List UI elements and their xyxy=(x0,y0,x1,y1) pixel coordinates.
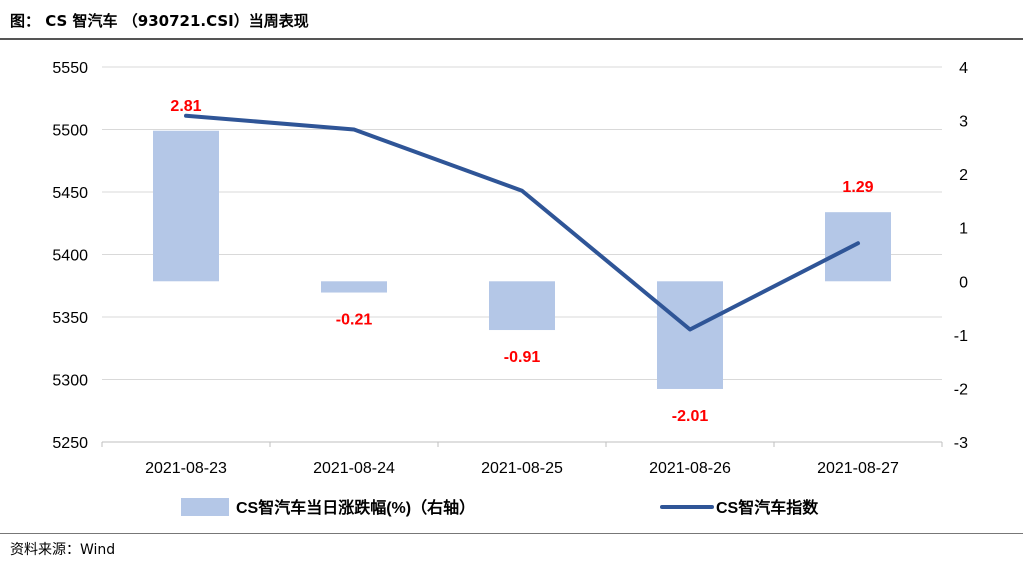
left-tick-label: 5300 xyxy=(52,373,88,390)
bar xyxy=(825,212,891,282)
x-tick-label: 2021-08-27 xyxy=(817,460,899,477)
source-note: 资料来源：Wind xyxy=(10,542,116,558)
left-tick-label: 5250 xyxy=(52,435,88,452)
right-tick-label: 4 xyxy=(959,60,968,77)
legend: CS智汽车当日涨跌幅(%)（右轴） CS智汽车指数 xyxy=(181,498,819,517)
x-tick-label: 2021-08-26 xyxy=(649,460,731,477)
right-tick-label: 0 xyxy=(959,274,968,291)
bar xyxy=(489,281,555,331)
line-series xyxy=(184,113,860,332)
bar-data-label: 1.29 xyxy=(842,179,873,196)
chart-svg: 2.81 -0.21 -0.91 -2.01 1.29 5550 5500 5450 5400… xyxy=(52,60,968,517)
legend-bar-swatch xyxy=(181,498,229,516)
bar-series xyxy=(153,130,891,389)
x-tick-label: 2021-08-24 xyxy=(313,460,395,477)
top-divider xyxy=(0,38,1023,40)
bar-data-label: -0.91 xyxy=(504,349,541,366)
right-tick-label: -1 xyxy=(954,328,968,345)
bar xyxy=(657,281,723,389)
chart-area: 2.81 -0.21 -0.91 -2.01 1.29 5550 5500 5450 5400… xyxy=(0,40,1023,532)
right-tick-label: -3 xyxy=(954,435,968,452)
right-tick-label: -2 xyxy=(954,381,968,398)
left-tick-label: 5400 xyxy=(52,248,88,265)
x-axis: 2021-08-23 2021-08-24 2021-08-25 2021-08-26… xyxy=(101,441,943,477)
right-tick-label: 1 xyxy=(959,221,968,238)
right-tick-label: 2 xyxy=(959,167,968,184)
left-tick-label: 5500 xyxy=(52,123,88,140)
bar-data-label: -2.01 xyxy=(672,408,709,425)
bar xyxy=(321,281,387,293)
legend-bar-label: CS智汽车当日涨跌幅(%)（右轴） xyxy=(236,498,475,517)
left-axis-ticks: 5550 5500 5450 5400 5350 5300 5250 xyxy=(52,60,88,452)
bar-data-label: -0.21 xyxy=(336,312,373,329)
x-tick-label: 2021-08-23 xyxy=(145,460,227,477)
bar xyxy=(153,130,219,282)
bottom-divider xyxy=(0,533,1023,534)
right-tick-label: 3 xyxy=(959,114,968,131)
grid-lines xyxy=(102,66,942,443)
left-tick-label: 5450 xyxy=(52,185,88,202)
left-tick-label: 5550 xyxy=(52,60,88,77)
bar-data-label: 2.81 xyxy=(170,98,201,115)
legend-line-label: CS智汽车指数 xyxy=(716,498,819,517)
left-tick-label: 5350 xyxy=(52,310,88,327)
x-tick-label: 2021-08-25 xyxy=(481,460,563,477)
bar-data-labels: 2.81 -0.21 -0.91 -2.01 1.29 xyxy=(170,98,873,425)
right-axis-ticks: 4 3 2 1 0 -1 -2 -3 xyxy=(954,60,968,452)
page-title: 图： CS 智汽车 （930721.CSI）当周表现 xyxy=(10,12,309,30)
